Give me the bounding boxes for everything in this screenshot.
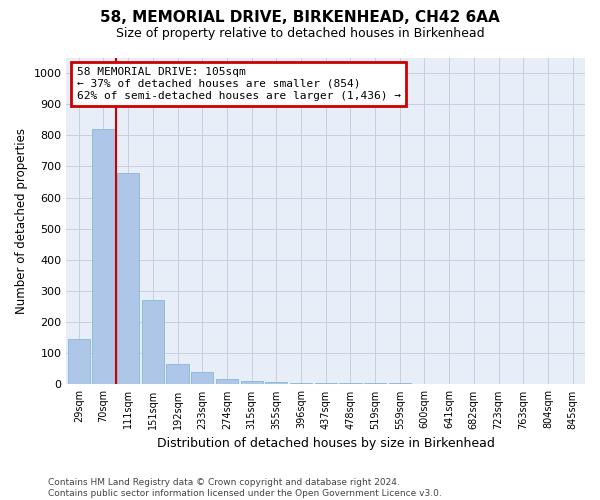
Bar bbox=[290, 382, 312, 384]
Bar bbox=[191, 372, 214, 384]
Text: Contains HM Land Registry data © Crown copyright and database right 2024.
Contai: Contains HM Land Registry data © Crown c… bbox=[48, 478, 442, 498]
Bar bbox=[92, 129, 115, 384]
Bar bbox=[241, 382, 263, 384]
X-axis label: Distribution of detached houses by size in Birkenhead: Distribution of detached houses by size … bbox=[157, 437, 494, 450]
Bar bbox=[166, 364, 188, 384]
Bar bbox=[216, 379, 238, 384]
Bar bbox=[68, 340, 90, 384]
Text: 58 MEMORIAL DRIVE: 105sqm
← 37% of detached houses are smaller (854)
62% of semi: 58 MEMORIAL DRIVE: 105sqm ← 37% of detac… bbox=[77, 68, 401, 100]
Y-axis label: Number of detached properties: Number of detached properties bbox=[15, 128, 28, 314]
Bar bbox=[265, 382, 287, 384]
Bar bbox=[117, 172, 139, 384]
Bar bbox=[314, 383, 337, 384]
Text: Size of property relative to detached houses in Birkenhead: Size of property relative to detached ho… bbox=[116, 28, 484, 40]
Text: 58, MEMORIAL DRIVE, BIRKENHEAD, CH42 6AA: 58, MEMORIAL DRIVE, BIRKENHEAD, CH42 6AA bbox=[100, 10, 500, 25]
Bar bbox=[142, 300, 164, 384]
